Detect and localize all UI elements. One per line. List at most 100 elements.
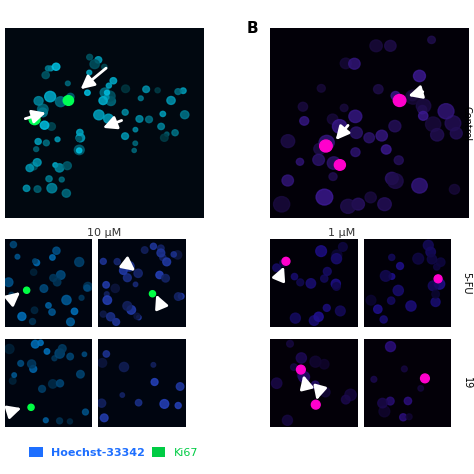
Circle shape <box>376 130 387 141</box>
Circle shape <box>64 96 73 105</box>
Circle shape <box>45 91 55 102</box>
Circle shape <box>56 380 64 387</box>
Circle shape <box>428 281 438 291</box>
Circle shape <box>95 57 102 63</box>
Circle shape <box>426 117 441 131</box>
Circle shape <box>404 397 411 405</box>
Circle shape <box>50 274 57 282</box>
Circle shape <box>380 271 391 281</box>
Text: 5-FU: 5-FU <box>462 272 472 294</box>
Circle shape <box>106 97 116 106</box>
Text: 19: 19 <box>462 377 472 389</box>
Legend: Hoechst-33342, Ki67: Hoechst-33342, Ki67 <box>29 447 199 458</box>
Circle shape <box>77 148 82 153</box>
Circle shape <box>136 400 142 406</box>
Circle shape <box>99 97 107 105</box>
Circle shape <box>437 258 445 266</box>
Circle shape <box>374 305 382 313</box>
Circle shape <box>26 164 34 172</box>
Circle shape <box>273 197 290 212</box>
Circle shape <box>59 177 64 182</box>
Circle shape <box>350 127 362 138</box>
Circle shape <box>83 283 92 291</box>
Circle shape <box>300 117 309 125</box>
Circle shape <box>102 64 107 69</box>
Circle shape <box>282 257 290 265</box>
Circle shape <box>313 154 325 165</box>
Circle shape <box>318 387 324 393</box>
Circle shape <box>432 290 439 298</box>
Circle shape <box>378 198 391 210</box>
Circle shape <box>389 273 395 279</box>
Circle shape <box>122 133 128 139</box>
Circle shape <box>282 175 293 186</box>
Circle shape <box>413 253 424 264</box>
Circle shape <box>42 72 49 79</box>
Circle shape <box>106 83 111 88</box>
Circle shape <box>173 251 182 259</box>
Circle shape <box>120 393 125 397</box>
Circle shape <box>298 102 308 111</box>
Text: 10 μM: 10 μM <box>87 228 121 237</box>
Circle shape <box>423 240 433 250</box>
Circle shape <box>111 284 119 292</box>
Circle shape <box>272 378 282 388</box>
Circle shape <box>58 345 66 352</box>
Circle shape <box>18 312 26 320</box>
Circle shape <box>79 295 84 300</box>
Circle shape <box>56 418 63 424</box>
Circle shape <box>397 263 403 269</box>
Circle shape <box>281 135 295 147</box>
Circle shape <box>434 264 440 270</box>
Circle shape <box>134 313 140 319</box>
Circle shape <box>296 353 307 363</box>
Circle shape <box>47 183 57 193</box>
Circle shape <box>15 255 20 259</box>
Circle shape <box>287 340 293 347</box>
Circle shape <box>138 96 143 100</box>
Circle shape <box>171 252 176 257</box>
Circle shape <box>296 158 303 165</box>
Circle shape <box>161 134 168 141</box>
Circle shape <box>323 304 330 311</box>
Circle shape <box>400 414 407 421</box>
Circle shape <box>311 381 319 389</box>
Circle shape <box>174 293 182 301</box>
Circle shape <box>352 198 365 210</box>
Circle shape <box>393 94 406 107</box>
Circle shape <box>90 60 99 69</box>
Circle shape <box>103 351 109 357</box>
Circle shape <box>371 376 377 382</box>
Circle shape <box>297 365 305 374</box>
Circle shape <box>47 123 55 130</box>
Circle shape <box>389 255 395 260</box>
Circle shape <box>406 90 420 104</box>
Circle shape <box>37 104 48 114</box>
Circle shape <box>76 134 84 142</box>
Circle shape <box>9 292 14 297</box>
Circle shape <box>316 246 327 256</box>
Circle shape <box>160 111 165 117</box>
Circle shape <box>133 128 138 132</box>
Circle shape <box>104 292 109 297</box>
Circle shape <box>44 349 50 354</box>
Circle shape <box>420 374 429 383</box>
Circle shape <box>104 90 109 95</box>
Circle shape <box>82 409 88 415</box>
Circle shape <box>379 406 390 417</box>
Circle shape <box>378 398 387 408</box>
Circle shape <box>98 358 107 367</box>
Circle shape <box>341 199 356 213</box>
Circle shape <box>46 176 52 182</box>
Circle shape <box>297 279 304 286</box>
Circle shape <box>311 400 320 409</box>
Circle shape <box>273 264 281 272</box>
Circle shape <box>349 110 362 123</box>
Circle shape <box>48 380 57 388</box>
Circle shape <box>332 250 342 260</box>
Circle shape <box>123 301 132 310</box>
Circle shape <box>49 309 55 315</box>
Circle shape <box>85 90 90 95</box>
Circle shape <box>320 275 328 282</box>
Circle shape <box>33 159 41 166</box>
